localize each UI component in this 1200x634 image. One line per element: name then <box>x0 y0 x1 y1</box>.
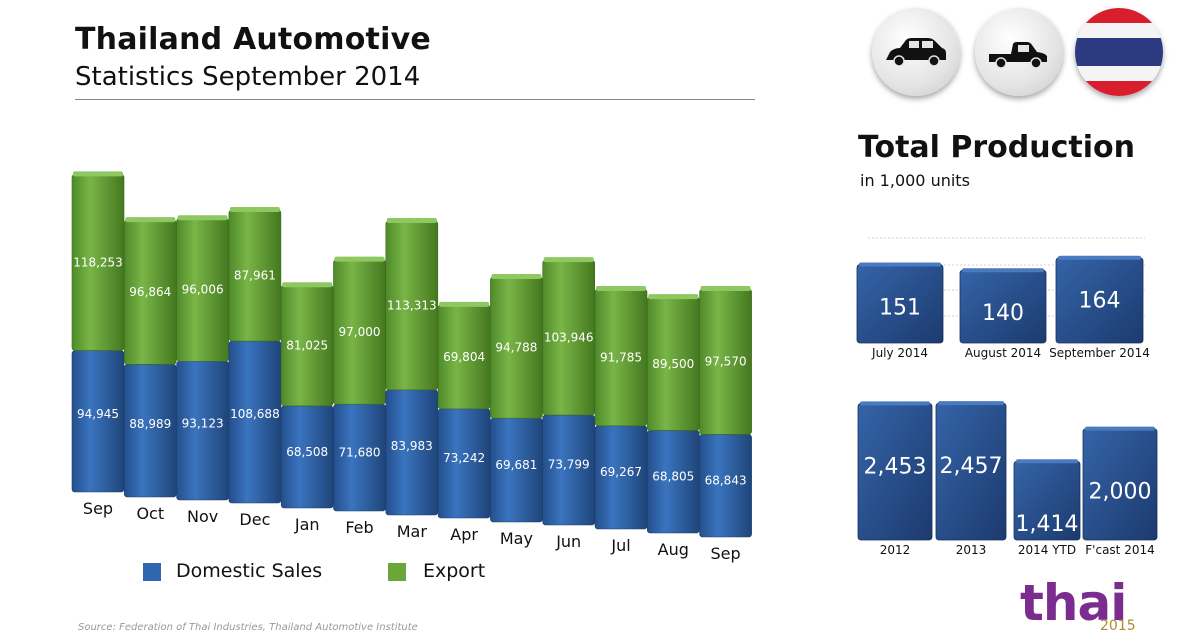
bar-top-cap <box>596 286 646 292</box>
thai-logo: thai <box>1020 574 1127 632</box>
data-label-export: 103,946 <box>544 331 594 345</box>
total-production-subtitle: in 1,000 units <box>860 171 970 190</box>
total-production-charts: 151 July 2014 140 August 2014 164 September 2… <box>856 237 1158 557</box>
data-label-domestic: 71,680 <box>339 445 381 459</box>
data-label-export: 96,006 <box>182 283 224 297</box>
x-tick-label: September 2014 <box>1049 346 1150 360</box>
bar-top-cap <box>938 401 1004 406</box>
bar-top-cap <box>491 273 542 279</box>
x-tick-label: Mar <box>397 522 428 541</box>
data-label-export: 87,961 <box>234 269 276 283</box>
bar-top-cap <box>282 282 333 288</box>
data-label-domestic: 68,805 <box>652 470 694 484</box>
x-tick-label: July 2014 <box>871 346 928 360</box>
data-label-domestic: 68,843 <box>705 474 747 488</box>
x-tick-label: Feb <box>345 518 373 537</box>
x-tick-label: Jan <box>294 515 320 534</box>
x-tick-label: Jul <box>610 536 630 555</box>
data-label-domestic: 69,681 <box>495 458 537 472</box>
data-label-production: 1,414 <box>1016 512 1079 537</box>
x-tick-label: Nov <box>187 507 218 526</box>
legend-swatch-domestic <box>143 563 161 581</box>
data-label-production: 2,457 <box>940 454 1003 479</box>
x-tick-label: Dec <box>239 510 270 529</box>
data-label-export: 69,804 <box>443 350 485 364</box>
bar-top-cap <box>962 268 1044 273</box>
data-label-domestic: 94,945 <box>77 407 119 421</box>
x-tick-label: Jun <box>555 532 581 551</box>
data-label-domestic: 93,123 <box>182 417 224 431</box>
logo-year: 2015 <box>1100 618 1136 634</box>
x-tick-label: 2013 <box>956 543 987 557</box>
data-label-domestic: 73,799 <box>548 458 590 472</box>
total-production-title: Total Production <box>858 130 1136 165</box>
data-label-export: 81,025 <box>286 339 328 353</box>
x-tick-label: Aug <box>658 540 689 559</box>
data-label-production: 2,453 <box>864 454 927 479</box>
data-label-export: 89,500 <box>652 357 694 371</box>
bar-top-cap <box>73 171 123 177</box>
car-icon <box>872 8 960 96</box>
title-divider <box>75 99 755 100</box>
data-label-domestic: 69,267 <box>600 465 642 479</box>
bar-top-cap <box>386 218 437 224</box>
x-tick-label: Sep <box>83 499 113 518</box>
bar-top-cap <box>229 206 280 212</box>
data-label-domestic: 88,989 <box>129 417 171 431</box>
x-tick-label: 2014 YTD <box>1018 543 1076 557</box>
source-note: Source: Federation of Thai Industries, T… <box>78 622 418 633</box>
legend-label-domestic: Domestic Sales <box>176 560 323 582</box>
data-label-export: 118,253 <box>73 255 123 269</box>
data-label-domestic: 68,508 <box>286 445 328 459</box>
bar-top-cap <box>439 301 490 307</box>
data-label-production: 2,000 <box>1089 480 1152 505</box>
data-label-domestic: 83,983 <box>391 439 433 453</box>
x-tick-label: Apr <box>450 525 478 544</box>
pickup-truck-icon <box>975 8 1063 96</box>
data-label-domestic: 108,688 <box>230 407 280 421</box>
chart-title: Thailand Automotive <box>75 22 431 57</box>
data-label-export: 97,000 <box>339 325 381 339</box>
data-label-export: 96,864 <box>129 285 171 299</box>
data-label-export: 113,313 <box>387 298 437 312</box>
bar-top-cap <box>648 294 699 300</box>
x-tick-label: August 2014 <box>965 346 1041 360</box>
data-label-production: 164 <box>1079 289 1121 314</box>
bar-top-cap <box>177 215 228 221</box>
bar-top-cap <box>334 256 385 262</box>
data-label-domestic: 73,242 <box>443 451 485 465</box>
bar-top-cap <box>1016 459 1078 464</box>
x-tick-label: May <box>500 529 533 548</box>
bar-top-cap <box>1085 426 1155 431</box>
thailand-flag-icon <box>1075 8 1163 96</box>
data-label-production: 151 <box>879 295 921 320</box>
legend-swatch-export <box>388 563 406 581</box>
bar-top-cap <box>543 257 594 263</box>
x-tick-label: Oct <box>136 504 164 523</box>
data-label-production: 140 <box>982 301 1024 326</box>
x-tick-label: F'cast 2014 <box>1085 543 1154 557</box>
bar-top-cap <box>859 262 941 267</box>
bar-top-cap <box>700 286 751 292</box>
chart-subtitle: Statistics September 2014 <box>75 62 421 92</box>
monthly-sales-chart: 94,945 118,253 Sep 88,989 96,864 Oct 93,123 96,… <box>71 171 752 563</box>
bar-top-cap <box>860 401 930 406</box>
bar-top-cap <box>1058 255 1141 260</box>
bar-top-cap <box>125 217 176 223</box>
data-label-export: 97,570 <box>705 355 747 369</box>
legend-label-export: Export <box>423 560 486 582</box>
x-tick-label: 2012 <box>880 543 911 557</box>
x-tick-label: Sep <box>711 544 741 563</box>
data-label-export: 91,785 <box>600 350 642 364</box>
data-label-export: 94,788 <box>495 341 537 355</box>
